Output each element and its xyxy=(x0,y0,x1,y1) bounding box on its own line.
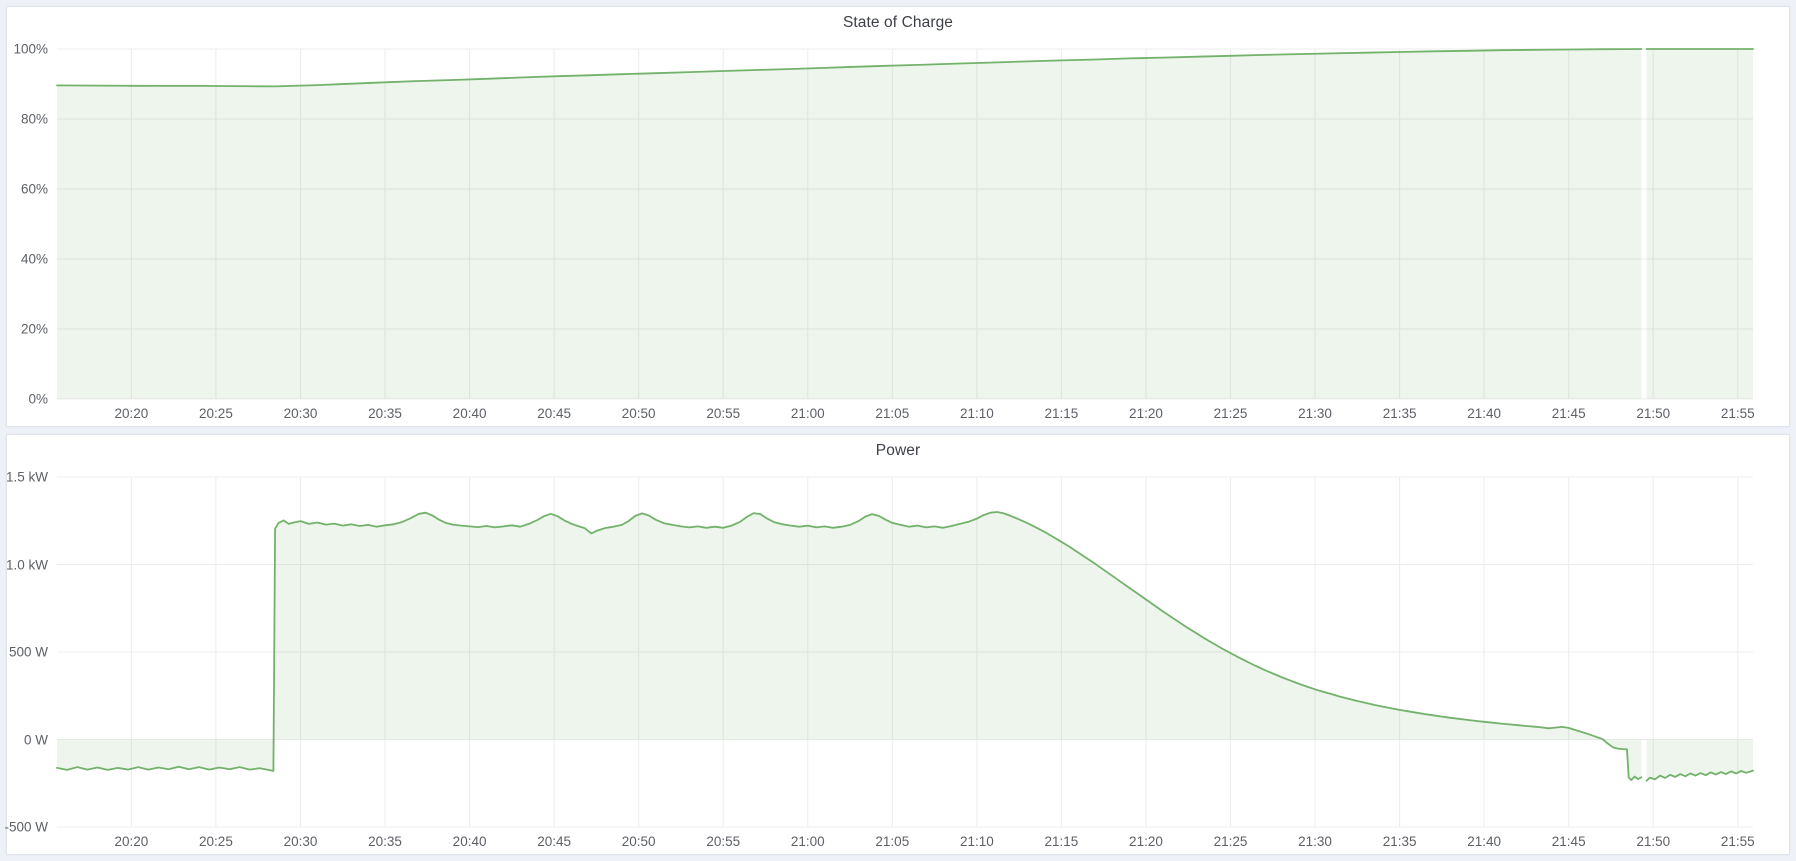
y-axis: 0% 20% 40% 60% 80% 100% xyxy=(7,42,57,407)
x-tick-label: 21:50 xyxy=(1636,406,1671,421)
y-tick-label: 500 W xyxy=(8,644,48,660)
series-area xyxy=(57,49,1642,399)
x-tick-label: 21:15 xyxy=(1044,406,1079,421)
y-tick-label: 80% xyxy=(20,111,48,127)
x-tick-label: 21:55 xyxy=(1720,406,1755,421)
x-tick-label: 21:55 xyxy=(1720,834,1755,849)
x-tick-label: 21:15 xyxy=(1044,834,1079,849)
x-tick-label: 21:20 xyxy=(1129,406,1163,421)
x-axis: 20:20 20:25 20:30 20:35 20:40 20:45 20:50 20:55… xyxy=(7,399,1755,426)
x-tick-label: 21:05 xyxy=(875,834,910,849)
x-tick-label: 20:20 xyxy=(114,406,149,421)
y-tick-label: 1.0 kW xyxy=(5,557,48,572)
x-tick-label: 20:55 xyxy=(706,834,741,849)
panel-header[interactable]: State of Charge xyxy=(7,7,1789,39)
y-tick-label: 0% xyxy=(28,391,48,407)
time-series-svg xyxy=(56,476,1754,828)
x-tick-label: 21:20 xyxy=(1129,834,1163,849)
x-tick-label: 21:45 xyxy=(1551,406,1586,421)
x-tick-label: 21:35 xyxy=(1382,834,1417,849)
x-tick-label: 20:40 xyxy=(452,406,487,421)
chart-plot-area[interactable] xyxy=(56,476,1754,828)
panel-title[interactable]: Power xyxy=(875,442,921,459)
x-tick-label: 21:25 xyxy=(1213,406,1248,421)
chart-plot-area[interactable] xyxy=(56,48,1754,400)
series-line xyxy=(56,48,1643,88)
y-axis: -500 W 0 W 500 W 1.0 kW 1.5 kW xyxy=(4,470,57,835)
series-line xyxy=(56,511,1643,781)
series-area xyxy=(1646,49,1753,399)
x-tick-label: 20:25 xyxy=(199,406,233,421)
x-tick-label: 20:40 xyxy=(452,834,487,849)
x-tick-label: 21:50 xyxy=(1636,834,1671,849)
x-tick-label: 21:00 xyxy=(790,834,825,849)
y-tick-label: 100% xyxy=(13,41,48,57)
time-series-svg xyxy=(56,48,1754,400)
x-tick-label: 20:50 xyxy=(621,834,656,849)
x-tick-label: 20:55 xyxy=(706,406,741,421)
x-tick-label: 21:40 xyxy=(1467,834,1502,849)
x-tick-label: 21:40 xyxy=(1467,406,1502,421)
x-tick-label: 20:20 xyxy=(114,834,149,849)
series-area xyxy=(57,512,1642,781)
x-tick-label: 20:25 xyxy=(199,834,233,849)
x-tick-label: 21:00 xyxy=(790,406,825,421)
x-tick-label: 21:05 xyxy=(875,406,910,421)
x-tick-label: 21:30 xyxy=(1298,834,1332,849)
x-tick-label: 21:10 xyxy=(959,834,994,849)
x-tick-label: 20:35 xyxy=(368,834,402,849)
y-tick-label: 1.5 kW xyxy=(5,469,48,485)
x-tick-label: 20:45 xyxy=(537,406,572,421)
x-tick-label: 21:30 xyxy=(1298,406,1332,421)
panel-state-of-charge: State of Charge 0% 20% 40% 60% 80% 100% 20:20… xyxy=(6,6,1790,427)
x-tick-label: 21:35 xyxy=(1382,406,1417,421)
panel-title[interactable]: State of Charge xyxy=(842,14,954,31)
series-area xyxy=(1646,739,1753,781)
x-tick-label: 21:25 xyxy=(1213,834,1248,849)
y-tick-label: 40% xyxy=(20,251,48,267)
x-tick-label: 20:45 xyxy=(537,834,572,849)
y-tick-label: -500 W xyxy=(4,819,48,835)
y-tick-label: 20% xyxy=(20,321,48,337)
x-tick-label: 20:30 xyxy=(283,834,318,849)
series-line xyxy=(1645,769,1754,782)
x-tick-label: 21:10 xyxy=(959,406,994,421)
x-tick-label: 20:35 xyxy=(368,406,402,421)
y-tick-label: 0 W xyxy=(23,732,48,747)
state-of-charge-chart: 0% 20% 40% 60% 80% 100% 20:20 20:25 20:30 20:35 2… xyxy=(7,39,1789,426)
y-tick-label: 60% xyxy=(20,181,48,197)
panel-header[interactable]: Power xyxy=(7,435,1789,467)
x-tick-label: 21:45 xyxy=(1551,834,1586,849)
x-tick-label: 20:30 xyxy=(283,406,318,421)
x-tick-label: 20:50 xyxy=(621,406,656,421)
x-axis: 20:20 20:25 20:30 20:35 20:40 20:45 20:50 20:55… xyxy=(7,827,1755,854)
